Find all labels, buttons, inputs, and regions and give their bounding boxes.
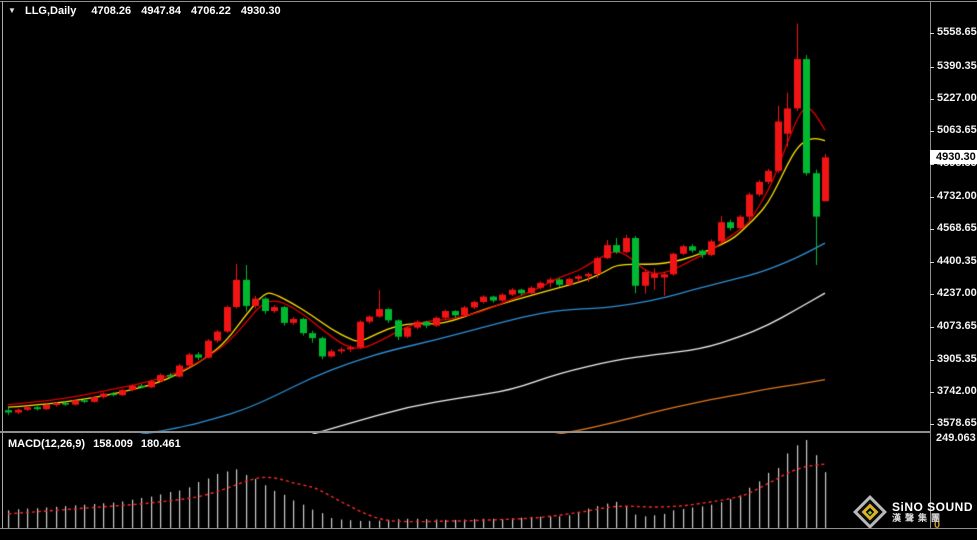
pane-separator[interactable] bbox=[0, 431, 930, 433]
price-axis-tick bbox=[930, 327, 934, 328]
price-axis-label: 3905.35 bbox=[937, 353, 977, 365]
candlestick-chart-canvas[interactable] bbox=[0, 0, 930, 434]
price-axis-tick bbox=[930, 262, 934, 263]
price-axis-tick bbox=[930, 294, 934, 295]
price-axis-label: 5390.35 bbox=[937, 60, 977, 72]
price-axis-tick bbox=[930, 164, 934, 165]
macd-axis-max-label: 249.063 bbox=[936, 432, 976, 444]
price-axis-line bbox=[930, 1, 931, 529]
price-axis-label: 5063.65 bbox=[937, 124, 977, 136]
macd-name: MACD(12,26,9) bbox=[8, 438, 86, 450]
high-value: 4947.84 bbox=[141, 5, 181, 17]
chevron-down-icon[interactable]: ▼ bbox=[8, 6, 16, 15]
price-axis-label: 4400.35 bbox=[937, 255, 977, 267]
price-axis-label: 5227.00 bbox=[937, 92, 977, 104]
price-axis-tick bbox=[930, 197, 934, 198]
macd-axis-zero-label: 0 bbox=[934, 519, 941, 531]
price-axis-label: 4568.65 bbox=[937, 222, 977, 234]
brand-name-cn: 漢聲集團 bbox=[892, 512, 945, 523]
window-top-border bbox=[0, 1, 977, 2]
window-left-border bbox=[2, 1, 3, 529]
macd-indicator-canvas[interactable] bbox=[0, 434, 930, 530]
brand-name: SiNO SOUND bbox=[892, 499, 974, 514]
price-axis-label: 3578.65 bbox=[937, 417, 977, 429]
price-axis-tick bbox=[930, 99, 934, 100]
price-axis-tick bbox=[930, 131, 934, 132]
price-axis-tick bbox=[930, 360, 934, 361]
macd-main-value: 158.009 bbox=[93, 438, 133, 450]
price-axis-tick bbox=[930, 392, 934, 393]
price-axis-tick bbox=[930, 424, 934, 425]
current-price-badge: 4930.30 bbox=[930, 150, 977, 164]
price-axis-tick bbox=[930, 229, 934, 230]
macd-label: MACD(12,26,9) 158.009 180.461 bbox=[8, 438, 186, 450]
price-axis-label: 5558.65 bbox=[937, 26, 977, 38]
symbol-timeframe-label: LLG,Daily bbox=[24, 5, 77, 17]
chart-header: ▼ LLG,Daily 4708.26 4947.84 4706.22 4930… bbox=[8, 5, 288, 17]
brand-text: SiNO SOUND 漢聲集團 bbox=[892, 501, 973, 524]
brand-logo-icon bbox=[853, 495, 887, 529]
price-axis-label: 4237.00 bbox=[937, 287, 977, 299]
macd-baseline bbox=[0, 528, 977, 529]
price-axis-tick bbox=[930, 67, 934, 68]
price-axis[interactable]: 5558.655390.355227.005063.654895.354732.… bbox=[930, 0, 977, 540]
brand-logo-inner bbox=[861, 503, 879, 521]
price-axis-label: 3742.00 bbox=[937, 385, 977, 397]
close-value: 4930.30 bbox=[240, 5, 281, 17]
brand-logo-dot bbox=[867, 509, 873, 515]
price-axis-label: 4073.65 bbox=[937, 320, 977, 332]
low-value: 4706.22 bbox=[191, 5, 231, 17]
price-axis-label: 4732.00 bbox=[937, 190, 977, 202]
price-axis-tick bbox=[930, 33, 934, 34]
open-value: 4708.26 bbox=[91, 5, 132, 17]
macd-signal-value: 180.461 bbox=[140, 438, 181, 450]
brand-watermark: SiNO SOUND 漢聲集團 bbox=[853, 495, 973, 529]
